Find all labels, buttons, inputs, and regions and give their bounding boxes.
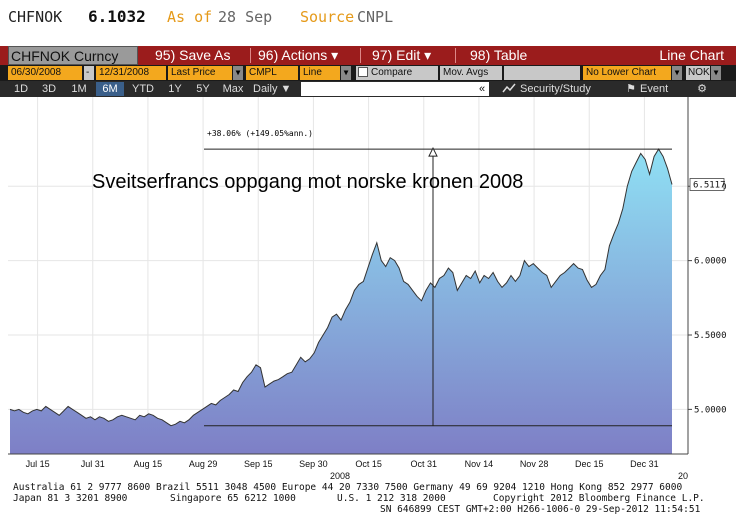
period-1d[interactable]: 1D xyxy=(13,83,29,95)
as-of-date: 28 Sep xyxy=(218,8,273,26)
security-field[interactable]: CHFNOK Curncy xyxy=(8,46,138,65)
y-tick-label: 6.0000 xyxy=(694,257,727,267)
start-date-input[interactable]: 06/30/2008 xyxy=(8,66,82,80)
last-value-label: 6.5117 xyxy=(689,178,726,191)
x-tick-label: Sep 15 xyxy=(244,459,273,469)
menu-bar: CHFNOK Curncy 95) Save As 96) Actions ▾ … xyxy=(0,46,736,65)
currency-dropdown-icon[interactable]: ▼ xyxy=(711,66,721,80)
x-tick-label: Nov 14 xyxy=(465,459,494,469)
compare-checkbox-icon xyxy=(358,67,368,78)
footer-us: U.S. 1 212 318 2000 xyxy=(337,493,446,504)
period-text-field[interactable] xyxy=(301,82,489,96)
footer-line-1: Australia 61 2 9777 8600 Brazil 5511 304… xyxy=(13,482,683,493)
frequency-select[interactable]: Daily ▼ xyxy=(253,83,292,95)
blank-field xyxy=(504,66,580,80)
field-select[interactable]: Last Price xyxy=(168,66,232,80)
as-of-label: As of xyxy=(167,8,213,26)
footer-singapore: Singapore 65 6212 1000 xyxy=(170,493,296,504)
source-value: CNPL xyxy=(357,8,394,26)
line-chart-icon xyxy=(502,83,516,93)
lower-chart-dropdown-icon[interactable]: ▼ xyxy=(672,66,682,80)
x-tick-label: Oct 31 xyxy=(410,459,437,469)
x-tick-label: Dec 15 xyxy=(575,459,604,469)
year-label-right: 20 xyxy=(678,471,688,481)
price-line xyxy=(9,148,673,427)
save-as-button[interactable]: 95) Save As xyxy=(155,47,231,63)
year-label: 2008 xyxy=(330,471,350,481)
x-tick-label: Oct 15 xyxy=(355,459,382,469)
menu-divider xyxy=(360,48,361,63)
edit-menu[interactable]: 97) Edit ▾ xyxy=(372,47,432,63)
price-chart: Sveitserfrancs oppgang mot norske kronen… xyxy=(8,97,727,481)
last-value-text: 6.5117 xyxy=(693,181,726,191)
x-tick-label: Nov 28 xyxy=(520,459,549,469)
lower-chart-select[interactable]: No Lower Chart xyxy=(583,66,671,80)
field-dropdown-icon[interactable]: ▼ xyxy=(233,66,243,80)
style-select[interactable]: Line xyxy=(300,66,340,80)
currency-select[interactable]: NOK xyxy=(686,66,710,80)
x-tick-label: Jul 15 xyxy=(26,459,50,469)
footer-session: SN 646899 CEST GMT+2:00 H266-1006-0 29-S… xyxy=(380,504,701,515)
compare-toggle[interactable]: Compare xyxy=(356,66,438,80)
security-header: CHFNOK 6.1032 As of 28 Sep Source CNPL xyxy=(0,0,736,40)
event-button[interactable]: Event xyxy=(640,83,669,95)
period-1m[interactable]: 1M xyxy=(71,83,87,95)
security-study-button[interactable]: Security/Study xyxy=(520,83,591,95)
period-bar: 1D 3D 1M 6M YTD 1Y 5Y Max Daily ▼ « Secu… xyxy=(0,81,736,97)
last-value-box xyxy=(689,178,725,191)
gear-icon[interactable]: ⚙ xyxy=(697,83,707,95)
style-dropdown-icon[interactable]: ▼ xyxy=(341,66,351,80)
menu-divider xyxy=(455,48,456,63)
x-axis: Jul 15 Jul 31 Aug 15 Aug 29 Sep 15 Sep 30 Oct … xyxy=(8,453,688,481)
measure-arrow-icon xyxy=(428,146,438,157)
x-tick-label: Aug 15 xyxy=(134,459,163,469)
period-1y[interactable]: 1Y xyxy=(168,83,182,95)
x-tick-label: Jul 31 xyxy=(81,459,105,469)
collapse-arrow-icon[interactable]: « xyxy=(478,83,486,95)
price-area xyxy=(10,149,672,454)
options-bar: 06/30/2008 - 12/31/2008 Last Price ▼ CMP… xyxy=(0,65,736,81)
ticker-label: CHFNOK xyxy=(8,8,63,26)
period-3d[interactable]: 3D xyxy=(41,83,57,95)
x-tick-label: Aug 29 xyxy=(189,459,218,469)
table-button[interactable]: 98) Table xyxy=(470,47,528,63)
compare-label: Compare xyxy=(371,67,413,78)
change-annotation: +38.06% (+149.05%ann.) xyxy=(207,129,313,138)
event-flag-icon: ⚑ xyxy=(626,83,636,95)
y-tick-label: 5.5000 xyxy=(694,331,727,341)
date-dash: - xyxy=(84,66,94,80)
mov-avgs-button[interactable]: Mov. Avgs xyxy=(440,66,502,80)
x-tick-label: Dec 31 xyxy=(630,459,659,469)
menu-divider xyxy=(250,48,251,63)
source-label: Source xyxy=(300,8,355,26)
measure-annotation xyxy=(204,146,672,427)
period-max[interactable]: Max xyxy=(222,83,244,95)
period-ytd[interactable]: YTD xyxy=(132,83,154,95)
chart-title: Sveitserfrancs oppgang mot norske kronen… xyxy=(92,171,523,193)
period-6m[interactable]: 6M xyxy=(96,82,124,96)
period-5y[interactable]: 5Y xyxy=(196,83,210,95)
chart-study-icon xyxy=(500,82,518,96)
footer-copyright: Copyright 2012 Bloomberg Finance L.P. xyxy=(493,493,705,504)
y-tick-label: 5.0000 xyxy=(694,405,727,415)
actions-menu[interactable]: 96) Actions ▾ xyxy=(258,47,339,63)
price-value: 6.1032 xyxy=(88,7,146,26)
end-date-input[interactable]: 12/31/2008 xyxy=(96,66,166,80)
source-input[interactable]: CMPL xyxy=(246,66,298,80)
view-type-label: Line Chart xyxy=(659,47,724,63)
x-tick-label: Sep 30 xyxy=(299,459,328,469)
footer-japan: Japan 81 3 3201 8900 xyxy=(13,493,128,504)
